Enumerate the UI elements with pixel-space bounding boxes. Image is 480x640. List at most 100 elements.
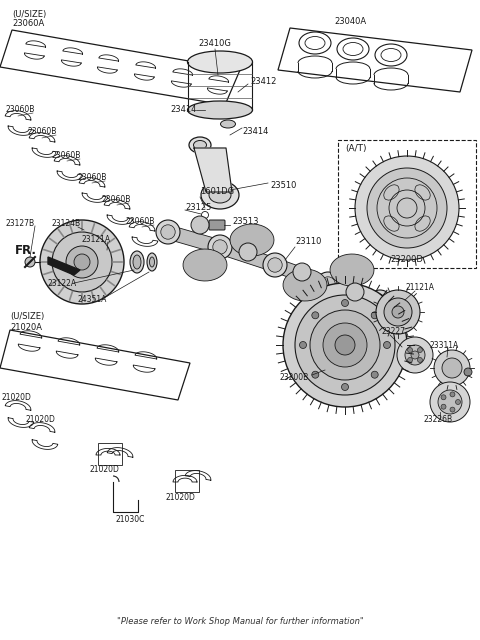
Circle shape [438, 390, 462, 414]
Circle shape [384, 298, 412, 326]
Circle shape [312, 312, 319, 319]
Circle shape [283, 283, 407, 407]
Circle shape [156, 220, 180, 244]
Circle shape [66, 246, 98, 278]
Circle shape [450, 407, 455, 412]
Ellipse shape [209, 187, 231, 203]
Text: 23410G: 23410G [199, 38, 231, 47]
Circle shape [418, 358, 422, 362]
Text: 23513: 23513 [232, 218, 259, 227]
Circle shape [341, 383, 348, 390]
Text: 23124B: 23124B [52, 220, 81, 228]
Circle shape [464, 368, 472, 376]
Circle shape [263, 253, 287, 277]
Circle shape [367, 168, 447, 248]
Circle shape [341, 300, 348, 307]
Circle shape [316, 272, 340, 296]
Text: 23200D: 23200D [391, 255, 423, 264]
Text: 23040A: 23040A [334, 17, 366, 26]
Circle shape [442, 358, 462, 378]
Ellipse shape [130, 251, 144, 273]
Circle shape [268, 258, 282, 272]
Circle shape [456, 399, 460, 404]
Circle shape [239, 243, 257, 261]
Text: 23200B: 23200B [280, 374, 309, 383]
Circle shape [430, 382, 470, 422]
Polygon shape [273, 259, 330, 291]
Circle shape [408, 358, 412, 362]
Polygon shape [283, 269, 327, 301]
Circle shape [411, 351, 419, 359]
Circle shape [368, 290, 392, 314]
Circle shape [371, 371, 378, 378]
Circle shape [384, 342, 391, 349]
Text: 21121A: 21121A [405, 284, 434, 292]
Circle shape [418, 348, 422, 353]
Text: 23125: 23125 [185, 202, 211, 211]
Text: 23127B: 23127B [5, 220, 34, 228]
Ellipse shape [147, 253, 157, 271]
Circle shape [335, 335, 355, 355]
Circle shape [441, 395, 446, 400]
Text: 23414: 23414 [242, 127, 268, 136]
Text: 23060B: 23060B [77, 173, 107, 182]
Text: 21030C: 21030C [115, 515, 144, 525]
Text: 24351A: 24351A [78, 296, 108, 305]
Circle shape [434, 350, 470, 386]
Circle shape [371, 312, 378, 319]
Circle shape [321, 276, 335, 291]
Circle shape [191, 216, 209, 234]
Circle shape [323, 323, 367, 367]
Text: 23060B: 23060B [52, 152, 82, 161]
Ellipse shape [201, 181, 239, 209]
Circle shape [295, 295, 395, 395]
Text: 23122A: 23122A [48, 280, 77, 289]
Circle shape [161, 225, 175, 239]
Text: 21020D: 21020D [165, 493, 195, 502]
Circle shape [213, 240, 227, 254]
Text: 23060A: 23060A [12, 19, 44, 28]
Ellipse shape [220, 120, 236, 128]
Polygon shape [218, 241, 277, 271]
Circle shape [405, 345, 425, 365]
Polygon shape [194, 148, 232, 192]
Polygon shape [326, 277, 382, 308]
Text: (U/SIZE): (U/SIZE) [12, 10, 46, 19]
Text: 21020D: 21020D [2, 394, 32, 403]
Text: 21020D: 21020D [90, 465, 120, 474]
Text: 23121A: 23121A [82, 236, 111, 244]
Text: (U/SIZE): (U/SIZE) [10, 312, 44, 321]
Circle shape [293, 263, 311, 281]
Polygon shape [48, 257, 80, 275]
Ellipse shape [149, 257, 155, 267]
Circle shape [441, 404, 446, 409]
Text: "Please refer to Work Shop Manual for further information": "Please refer to Work Shop Manual for fu… [117, 618, 363, 627]
Circle shape [208, 235, 232, 259]
Circle shape [376, 290, 420, 334]
Circle shape [74, 254, 90, 270]
Text: 23060B: 23060B [125, 218, 155, 227]
Text: 23414: 23414 [170, 106, 196, 115]
Text: 23060B: 23060B [5, 106, 35, 115]
Circle shape [355, 156, 459, 260]
Text: 21020D: 21020D [26, 415, 56, 424]
Circle shape [300, 342, 307, 349]
Circle shape [312, 371, 319, 378]
Text: FR.: FR. [15, 243, 37, 257]
Polygon shape [330, 254, 374, 286]
Polygon shape [230, 224, 274, 256]
Ellipse shape [189, 137, 211, 153]
Ellipse shape [193, 141, 206, 150]
Text: 23412: 23412 [250, 77, 276, 86]
Text: 23060B: 23060B [28, 127, 58, 136]
Circle shape [310, 310, 380, 380]
Circle shape [392, 306, 404, 318]
Circle shape [397, 337, 433, 373]
Circle shape [408, 348, 412, 353]
Text: 23311A: 23311A [430, 340, 459, 349]
Text: 23227: 23227 [382, 328, 406, 337]
Circle shape [346, 283, 364, 301]
FancyBboxPatch shape [209, 220, 225, 230]
Text: (A/T): (A/T) [345, 143, 367, 152]
Circle shape [373, 295, 387, 309]
